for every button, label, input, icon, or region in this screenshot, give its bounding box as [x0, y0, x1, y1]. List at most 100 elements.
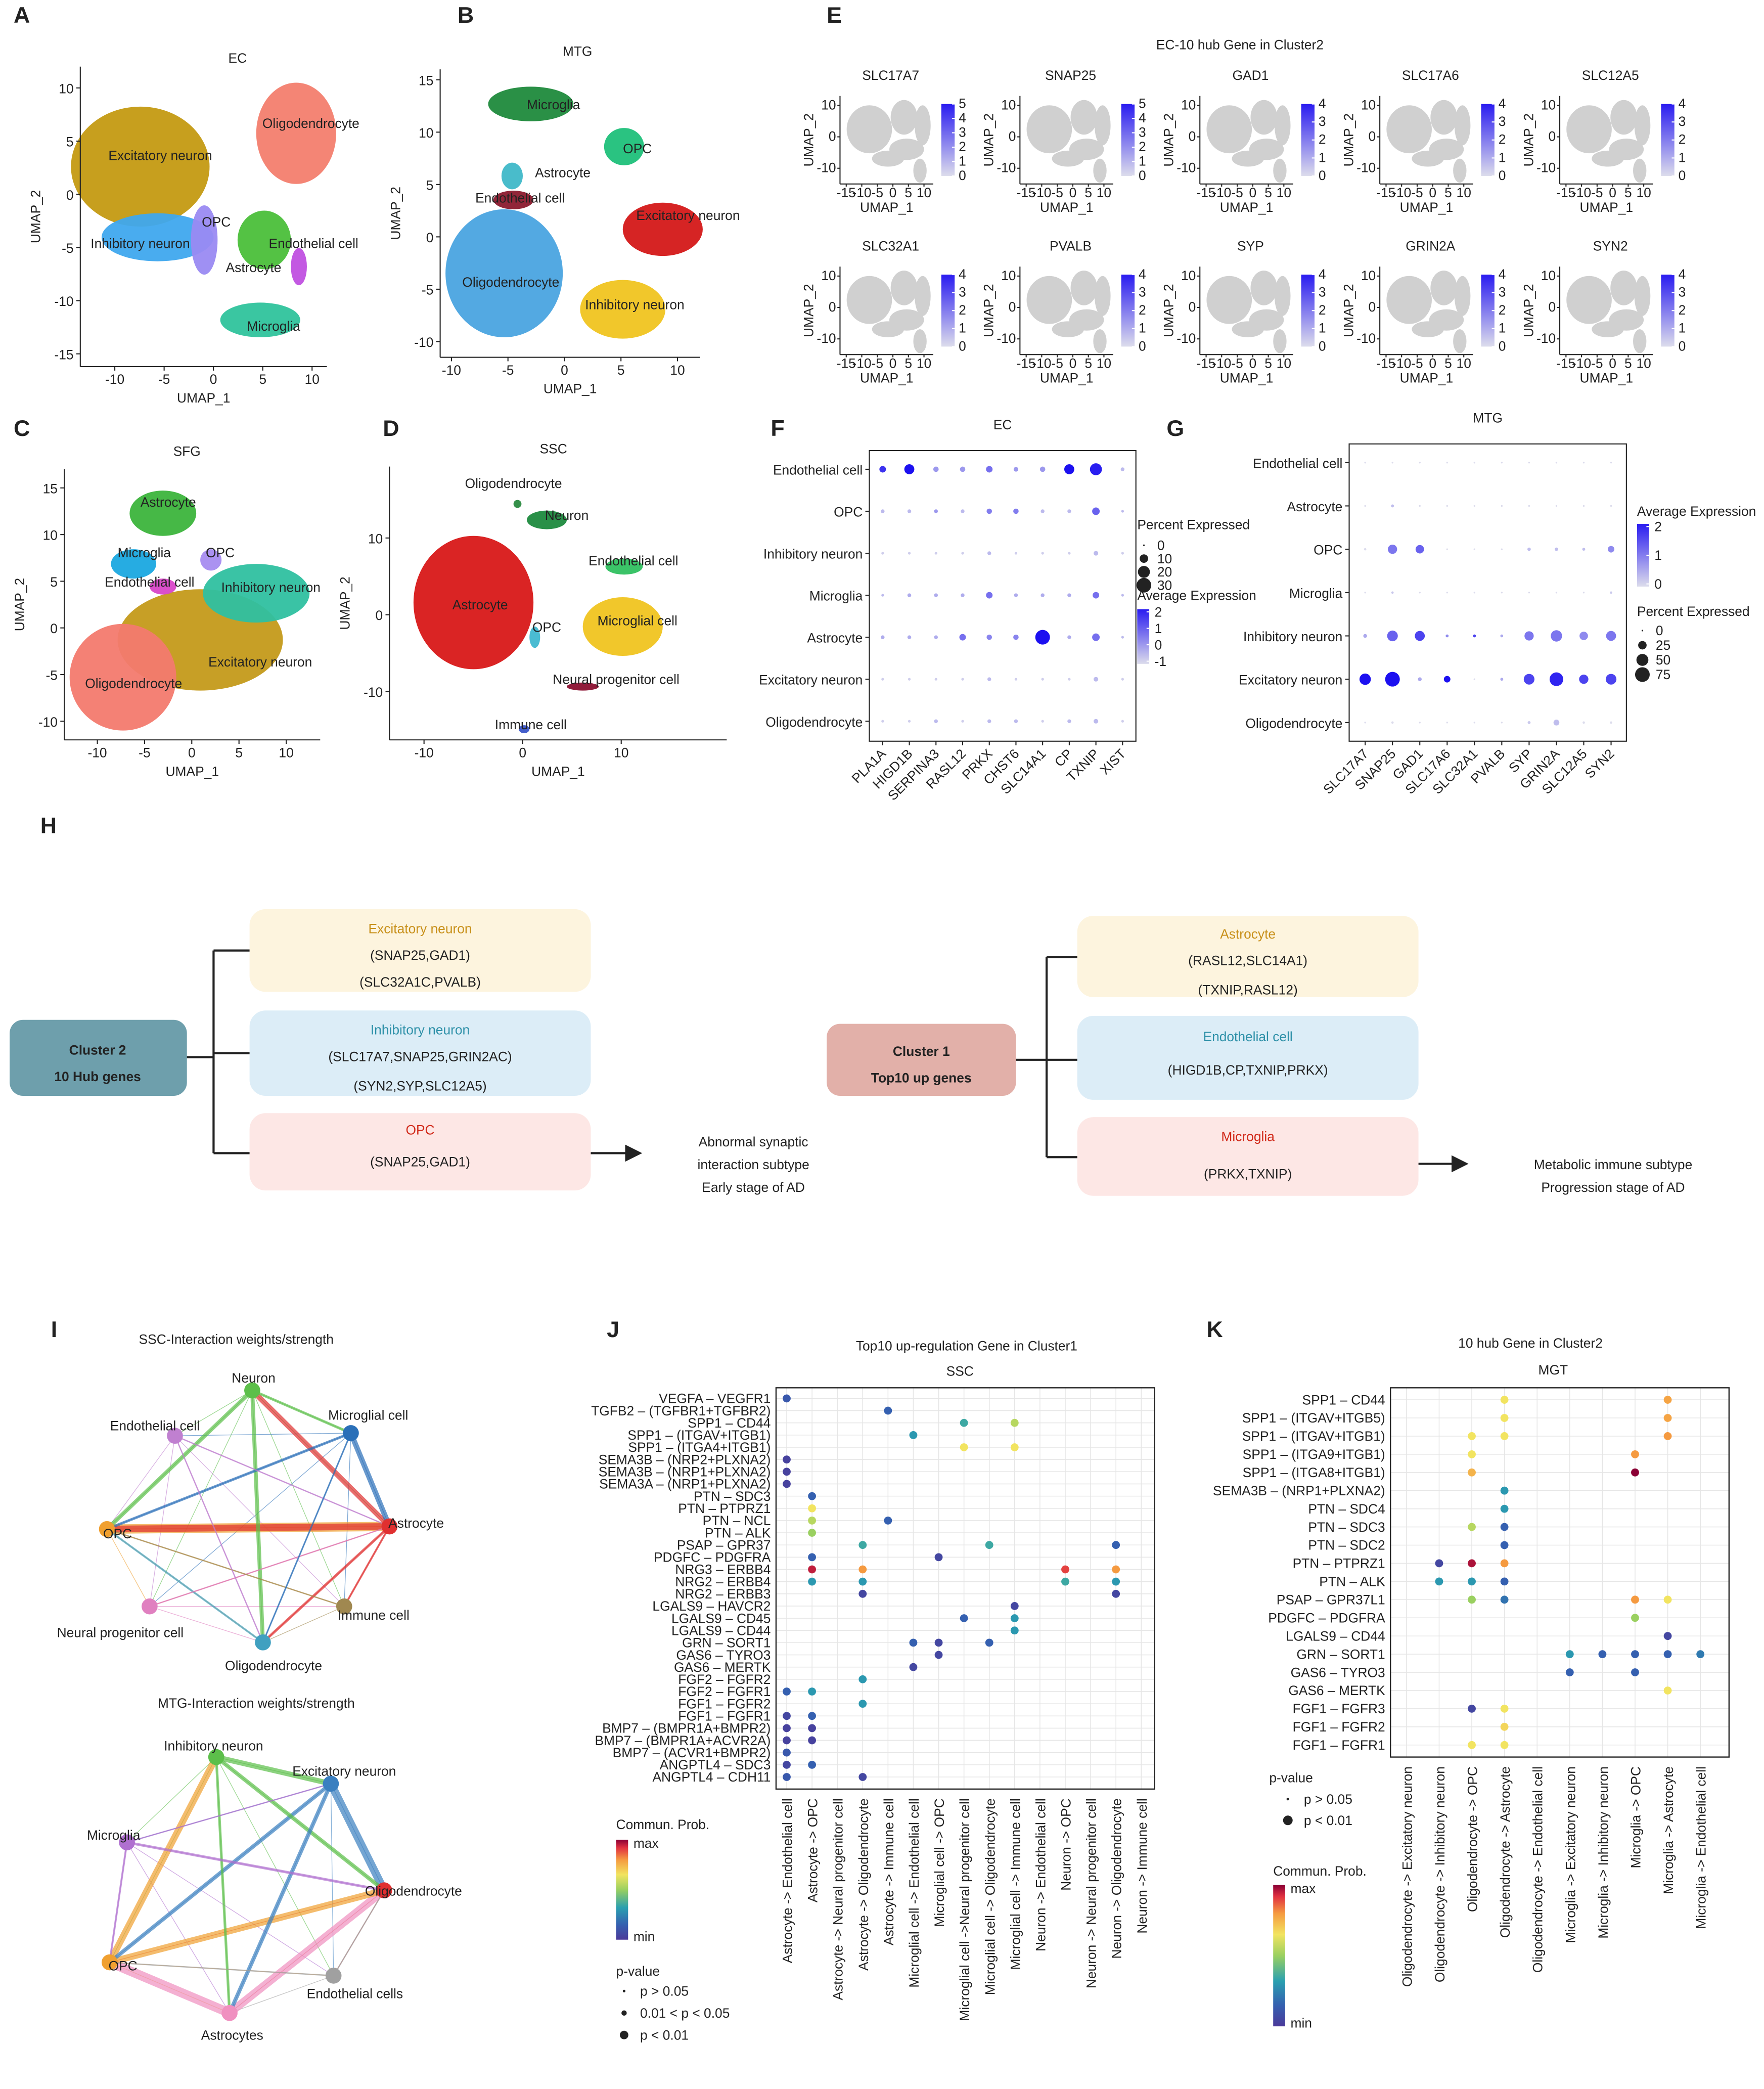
x-tick-label: -5	[158, 372, 170, 387]
colorbar-tick-label: 1	[959, 321, 966, 336]
cluster-label: OPC	[202, 214, 231, 230]
cluster-region	[513, 500, 522, 508]
network-title: SSC-Interaction weights/strength	[139, 1331, 334, 1347]
row-label: SPP1 – CD44	[688, 1415, 771, 1431]
x-axis-label: UMAP_1	[165, 764, 218, 779]
y-axis-label: UMAP_2	[1521, 113, 1536, 166]
interaction-dot	[1468, 1432, 1476, 1440]
interaction-dot	[1468, 1704, 1476, 1713]
expression-dot	[1528, 462, 1530, 464]
legend-pvalue-label: p > 0.05	[640, 1983, 689, 1998]
column-label: Neuron -> OPC	[1059, 1798, 1074, 1890]
interaction-dot	[1696, 1650, 1705, 1659]
panel-label: D	[383, 416, 399, 441]
x-tick-label: -10	[1392, 356, 1411, 371]
network-node	[167, 1428, 183, 1444]
expression-dot	[1579, 674, 1589, 684]
umap-silhouette	[1412, 150, 1444, 167]
row-label: FGF1 – FGFR1	[678, 1708, 771, 1723]
network-node	[376, 1882, 392, 1899]
y-tick-label: 10	[43, 528, 58, 543]
x-axis-label: UMAP_1	[1580, 200, 1633, 215]
legend-size-label: 75	[1656, 667, 1670, 682]
network-edge	[262, 1432, 352, 1643]
expression-dot	[1555, 505, 1558, 507]
expression-dot	[881, 678, 884, 681]
y-tick-label: -10	[55, 294, 74, 309]
legend-size-dot	[1636, 654, 1649, 666]
umap-silhouette	[1070, 271, 1098, 305]
colorbar-label: max	[634, 1836, 659, 1851]
y-tick-label: 0	[829, 129, 836, 144]
interaction-dot	[884, 1406, 892, 1415]
umap-silhouette	[1232, 150, 1264, 167]
interaction-dot	[858, 1589, 867, 1598]
network-edge	[107, 1782, 333, 1965]
expression-dot	[879, 466, 886, 473]
cluster-label: Excitatory neuron	[636, 208, 740, 223]
interaction-dot	[1468, 1595, 1476, 1604]
box-genes: (SLC32A1C,PVALB)	[359, 974, 481, 990]
y-axis-label: UMAP_2	[12, 578, 27, 631]
y-axis-label: UMAP_2	[1341, 284, 1356, 337]
cluster-label: Inhibitory neuron	[221, 580, 321, 595]
y-tick-label: 0	[1369, 299, 1376, 315]
row-label: SPP1 – (ITGA8+ITGB1)	[1243, 1465, 1385, 1480]
outcome-text: Abnormal synaptic	[699, 1134, 808, 1149]
umap-silhouette	[1026, 276, 1072, 324]
panel-title: SFG	[173, 444, 201, 459]
cluster-label: Oligodendrocyte	[465, 476, 562, 491]
interaction-dot	[1500, 1414, 1509, 1422]
row-label: Microglia	[809, 589, 863, 604]
colorbar-tick-label: 0	[1319, 338, 1326, 353]
x-tick-label: 10	[1636, 356, 1651, 371]
cluster-label: Endothelial cell	[589, 553, 678, 568]
umap-silhouette	[1412, 321, 1444, 337]
x-tick-label: -15	[1376, 185, 1395, 200]
x-tick-label: 10	[670, 363, 685, 378]
expression-dot	[1446, 505, 1448, 507]
umap-silhouette	[1273, 329, 1287, 353]
expression-dot	[934, 593, 938, 597]
colorbar-tick-label: 3	[1319, 285, 1326, 300]
expression-dot	[1555, 462, 1558, 464]
umap-silhouette	[1052, 150, 1084, 167]
row-label: SPP1 – (ITGAV+ITGB5)	[1242, 1410, 1385, 1426]
expression-dot	[1605, 674, 1617, 685]
interaction-dot	[808, 1516, 817, 1525]
y-tick-label: -10	[1536, 331, 1556, 346]
cluster-label: Neuron	[545, 508, 589, 523]
x-tick-label: -10	[87, 745, 107, 760]
x-tick-label: 5	[1444, 356, 1452, 371]
network-edge	[149, 1436, 175, 1607]
x-tick-label: 10	[1457, 185, 1471, 200]
expression-dot	[1582, 721, 1585, 724]
x-tick-label: 0	[889, 356, 897, 371]
expression-dot	[960, 466, 966, 472]
x-axis-label: UMAP_1	[860, 200, 913, 215]
column-label: Microglial cell ->Neural progenitor cell	[957, 1798, 972, 2021]
column-label: Astrocyte -> Neural progenitor cell	[831, 1798, 846, 2000]
umap-silhouette	[1430, 100, 1458, 135]
gene-title: SLC12A5	[1582, 68, 1639, 83]
x-tick-label: 5	[1624, 185, 1632, 200]
network-node	[142, 1598, 158, 1615]
row-label: PTN – PTPRZ1	[1293, 1556, 1385, 1571]
legend-title: Percent Expressed	[1637, 604, 1750, 619]
umap-silhouette	[1634, 276, 1651, 316]
x-tick-label: 5	[1084, 356, 1092, 371]
x-tick-label: -10	[105, 372, 124, 387]
cluster-region	[200, 549, 222, 571]
cluster-label: Oligodendrocyte	[462, 275, 559, 290]
interaction-dot	[1500, 1577, 1509, 1586]
expression-dot	[1582, 462, 1585, 464]
umap-silhouette	[1206, 276, 1252, 324]
cluster-region	[291, 248, 307, 286]
umap-silhouette	[1454, 105, 1471, 146]
network-edge	[174, 1433, 351, 1436]
row-label: LGALS9 – CD44	[1286, 1628, 1385, 1643]
x-tick-label: -5	[1591, 356, 1603, 371]
colorbar	[1637, 524, 1649, 587]
legend-size-dot	[1138, 566, 1150, 578]
